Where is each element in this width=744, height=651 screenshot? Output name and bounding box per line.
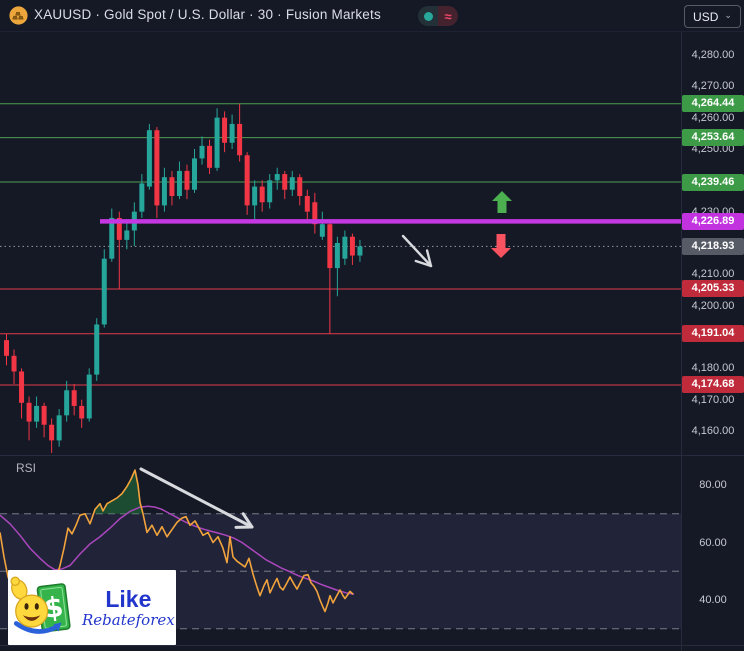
- price-level-label: 4,191.04: [682, 325, 744, 343]
- price-level-label: 4,226.89: [682, 212, 744, 230]
- currency-selector[interactable]: USD ⌄: [684, 5, 741, 28]
- price-level-label: 4,174.68: [682, 376, 744, 394]
- logo-title: Like: [105, 585, 152, 612]
- price-level-label: 4,253.64: [682, 129, 744, 147]
- price-axis-tick: 4,210.00: [691, 268, 735, 281]
- price-axis-tick: 4,170.00: [691, 393, 735, 406]
- market-status-pill[interactable]: ≈: [418, 6, 458, 26]
- rsi-axis-tick: 80.00: [699, 479, 727, 491]
- price-axis-tick: 4,180.00: [691, 362, 735, 375]
- market-open-indicator[interactable]: [418, 6, 438, 26]
- chart-top-toolbar: XAUUSD · Gold Spot / U.S. Dollar · 30 · …: [0, 0, 744, 32]
- rebateforex-mascot-icon: $: [10, 576, 71, 634]
- logo-subtitle: Rebateforex: [82, 610, 175, 629]
- approx-icon: ≈: [444, 8, 452, 24]
- currency-selector-value: USD: [693, 9, 719, 24]
- up-block-arrow: [492, 191, 512, 213]
- rsi-axis-tick: 60.00: [699, 536, 727, 549]
- chevron-down-icon: ⌄: [724, 10, 732, 20]
- down-block-arrow: [491, 234, 511, 258]
- delayed-data-badge[interactable]: ≈: [438, 6, 458, 26]
- price-level-label: 4,218.93: [682, 237, 744, 255]
- price-level-label: 4,239.46: [682, 173, 744, 191]
- price-axis-tick: 4,260.00: [691, 111, 735, 124]
- gold-symbol-icon: [9, 6, 28, 25]
- svg-text:$: $: [42, 590, 65, 625]
- rebateforex-logo-text: Like Rebateforex: [82, 587, 175, 629]
- price-axis-tick: 4,200.00: [691, 299, 735, 312]
- price-axis-tick: 4,270.00: [691, 80, 735, 93]
- price-level-label: 4,264.44: [682, 95, 744, 113]
- rebateforex-logo: $ Like Rebateforex: [8, 570, 176, 645]
- market-open-dot-icon: [423, 11, 433, 21]
- rsi-axis-tick: 40.00: [699, 594, 727, 606]
- price-level-label: 4,205.33: [682, 280, 744, 298]
- price-axis-tick: 4,160.00: [691, 424, 735, 437]
- price-axis-tick: 4,280.00: [691, 49, 735, 61]
- symbol-title[interactable]: XAUUSD · Gold Spot / U.S. Dollar · 30 · …: [34, 7, 381, 22]
- rsi-indicator-label[interactable]: RSI: [16, 461, 37, 475]
